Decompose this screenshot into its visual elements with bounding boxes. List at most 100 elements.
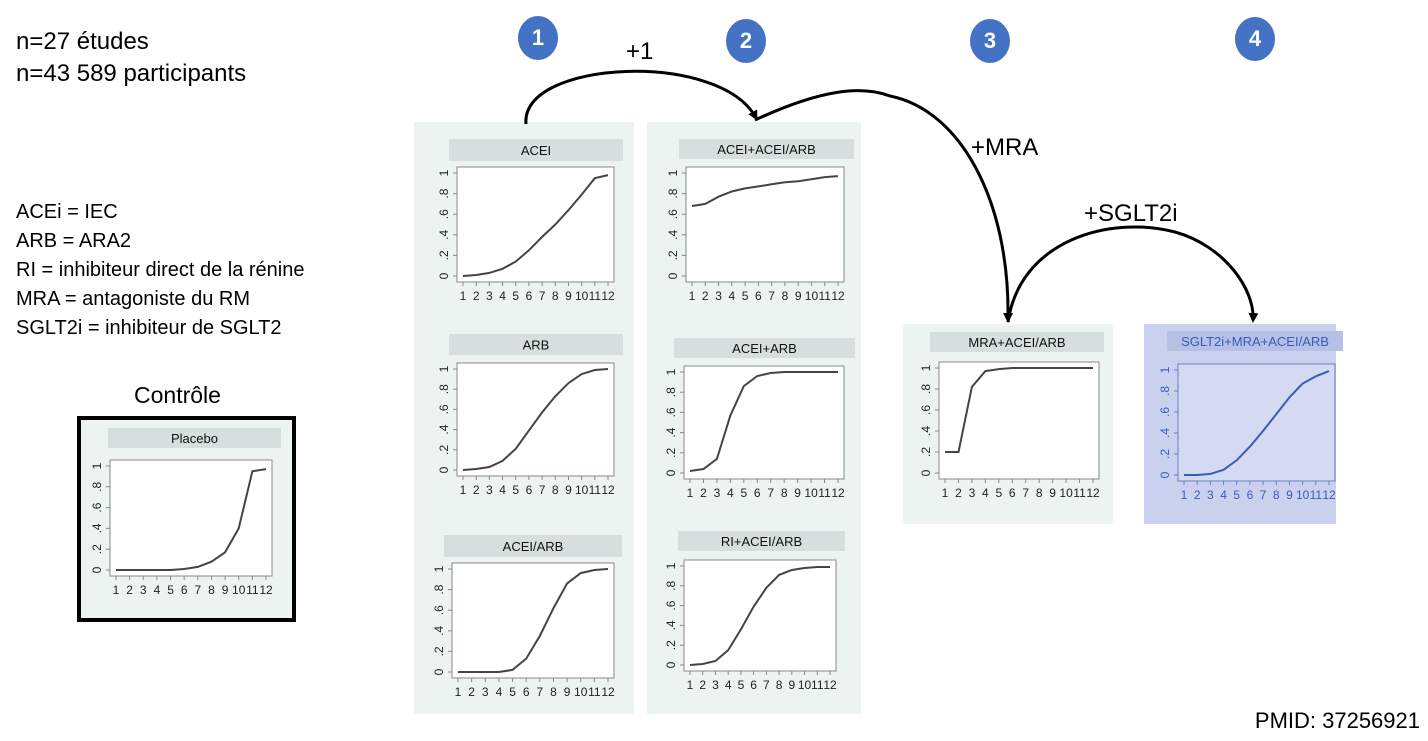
chart-2-title: ACEI <box>521 143 551 158</box>
chart-8-xtick-label: 2 <box>955 486 962 500</box>
chart-4-ytick-label: .8 <box>432 584 446 594</box>
chart-8-xtick-label: 6 <box>1009 486 1016 500</box>
chart-8-ytick-label: .8 <box>919 384 933 394</box>
chart-9-xtick-label: 12 <box>1322 488 1336 502</box>
chart-8-xtick-label: 3 <box>969 486 976 500</box>
chart-9-xtick-label: 4 <box>1220 488 1227 502</box>
chart-5-xtick-label: 10 <box>805 289 819 303</box>
chart-7-xtick-label: 3 <box>712 678 719 692</box>
chart-2-ytick-label: 0 <box>437 272 451 279</box>
abbr-arb: ARB = ARA2 <box>16 230 132 252</box>
chart-7-xtick-label: 5 <box>738 678 745 692</box>
chart-1-series-line <box>116 468 267 571</box>
chart-7-xtick-label: 12 <box>823 678 837 692</box>
chart-7-ytick-label: .8 <box>664 580 678 590</box>
chart-5-xtick-label: 6 <box>755 289 762 303</box>
chart-2-ytick-label: .2 <box>437 250 451 260</box>
chart-6-ytick-label: 0 <box>664 469 678 476</box>
chart-8-xtick-label: 4 <box>982 486 989 500</box>
chart-3-series-line <box>462 368 609 471</box>
chart-1-xtick-label: 1 <box>113 583 120 597</box>
step-badge-4: 4 <box>1235 17 1275 61</box>
chart-4-ytick-label: 1 <box>432 565 446 572</box>
study-stats: n=27 études n=43 589 participants <box>16 26 246 90</box>
pmid-reference: PMID: 37256921 <box>1254 708 1420 733</box>
chart-6-xtick-label: 7 <box>767 486 774 500</box>
chart-7-xtick-label: 10 <box>798 678 812 692</box>
chart-5-xtick-label: 9 <box>795 289 802 303</box>
chart-6-ytick-label: .4 <box>664 427 678 437</box>
chart-4-xtick-label: 7 <box>536 685 543 699</box>
chart-4-series-line <box>458 568 609 673</box>
chart-5-plot-area <box>685 166 845 283</box>
step-badge-2: 2 <box>726 19 766 63</box>
chart-2-xtick-label: 12 <box>601 289 615 303</box>
participants-count: n=43 589 participants <box>16 60 247 87</box>
step-badge-1: 1 <box>518 16 558 60</box>
chart-7-xtick-label: 4 <box>725 678 732 692</box>
chart-4-ytick-label: 0 <box>432 668 446 675</box>
chart-2-xtick-label: 2 <box>473 289 480 303</box>
chart-5-xtick-label: 11 <box>818 289 831 303</box>
chart-8-xtick-label: 5 <box>995 486 1002 500</box>
chart-8-ytick-label: 1 <box>919 364 933 371</box>
chart-9-ytick-label: .6 <box>1158 407 1172 417</box>
arrow-step3-to-step4 <box>1006 225 1259 323</box>
chart-5-title: ACEI+ACEI/ARB <box>717 142 816 157</box>
chart-6-series-line <box>689 371 838 472</box>
chart-6-xtick-label: 4 <box>727 486 734 500</box>
chart-1-xtick-label: 2 <box>126 583 133 597</box>
chart-2-xtick-label: 9 <box>565 289 572 303</box>
chart-6-xtick-label: 12 <box>831 486 845 500</box>
chart-1-title-bar <box>108 428 281 448</box>
chart-3-xtick-label: 3 <box>486 483 493 497</box>
chart-9-title: SGLT2i+MRA+ACEI/ARB <box>1181 334 1329 349</box>
chart-2-series-line <box>462 174 609 277</box>
chart-6-xtick-label: 10 <box>804 486 818 500</box>
chart-6-ytick-label: .6 <box>664 407 678 417</box>
chart-6-xtick-label: 1 <box>687 486 694 500</box>
chart-5-ytick-label: .8 <box>666 188 680 198</box>
chart-3-xtick-label: 4 <box>499 483 506 497</box>
chart-6-ytick-label: .2 <box>664 447 678 457</box>
chart-7-ytick-label: .2 <box>664 640 678 650</box>
arrow-label-plus1: +1 <box>626 38 654 65</box>
chart-3-ytick-label: .6 <box>437 404 451 414</box>
chart-6-plot-area <box>683 365 845 480</box>
chart-7-plot-area <box>683 559 837 672</box>
chart-2-ytick-label: .8 <box>437 188 451 198</box>
chart-5-xtick-label: 8 <box>782 289 789 303</box>
chart-8-title: MRA+ACEI/ARB <box>968 335 1065 350</box>
chart-5-xtick-label: 1 <box>689 289 696 303</box>
chart-1-xtick-label: 8 <box>208 583 215 597</box>
chart-4-xtick-label: 2 <box>468 685 475 699</box>
chart-8-xtick-label: 8 <box>1036 486 1043 500</box>
arrow-label-sglt2i: +SGLT2i <box>1084 200 1178 227</box>
chart-3-ytick-label: 0 <box>437 466 451 473</box>
chart-4-ytick-label: .4 <box>432 625 446 635</box>
chart-5-xtick-label: 5 <box>742 289 749 303</box>
chart-4-xtick-label: 1 <box>455 685 462 699</box>
chart-6-xtick-label: 6 <box>754 486 761 500</box>
chart-9-xtick-label: 9 <box>1286 488 1293 502</box>
chart-4-title: ACEI/ARB <box>503 539 564 554</box>
chart-2-ytick-label: 1 <box>437 169 451 176</box>
chart-2-ytick-label: .6 <box>437 209 451 219</box>
chart-3-xtick-label: 11 <box>589 483 602 497</box>
abbr-sglt2i: SGLT2i = inhibiteur de SGLT2 <box>16 317 282 339</box>
chart-6-xtick-label: 8 <box>781 486 788 500</box>
abbr-mra: MRA = antagoniste du RM <box>16 288 251 310</box>
chart-5-title-bar <box>679 139 854 159</box>
chart-1-xtick-label: 9 <box>222 583 229 597</box>
chart-5-xtick-label: 3 <box>715 289 722 303</box>
chart-8-title-bar <box>930 332 1104 352</box>
studies-count: n=27 études <box>16 28 149 55</box>
chart-8-ytick-label: .2 <box>919 447 933 457</box>
chart-8-ytick-label: .4 <box>919 426 933 436</box>
abbr-ri: RI = inhibiteur direct de la rénine <box>16 259 305 281</box>
